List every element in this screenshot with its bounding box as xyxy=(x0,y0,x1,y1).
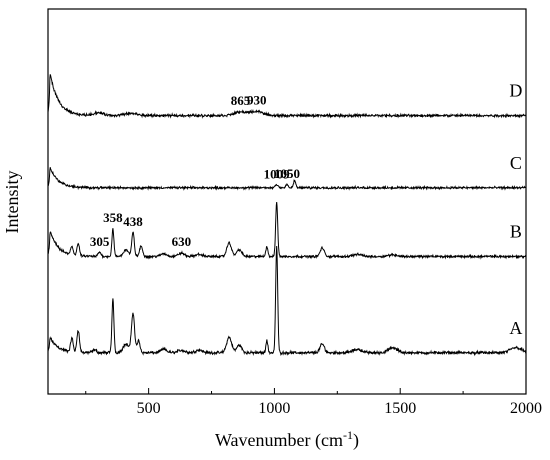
peak-annotation: 930 xyxy=(247,93,267,108)
peak-annotation: 630 xyxy=(172,234,192,249)
x-axis-label: Wavenumber (cm-1) xyxy=(215,428,359,451)
x-tick-label: 2000 xyxy=(510,400,542,417)
peak-annotation: 865 xyxy=(231,93,251,108)
x-tick-label: 1500 xyxy=(384,400,416,417)
x-tick-label: 500 xyxy=(137,400,161,417)
spectrum-line-a xyxy=(47,246,527,357)
y-axis-label: Intensity xyxy=(2,171,22,234)
series-label-d: D xyxy=(509,81,522,101)
series-label-b: B xyxy=(510,222,522,242)
x-axis-label-main: Wavenumber (cm xyxy=(215,430,343,451)
peak-annotation: 305 xyxy=(90,234,110,249)
series-label-a: A xyxy=(509,318,522,338)
peak-annotation: 438 xyxy=(123,214,143,229)
plot-frame xyxy=(47,8,527,395)
series-label-c: C xyxy=(510,153,522,173)
x-axis-label-end: ) xyxy=(353,430,359,451)
x-axis-ticks: 500 1000 1500 2000 xyxy=(85,388,542,417)
spectrum-line-d xyxy=(47,74,527,119)
peak-annotation: 1050 xyxy=(274,166,300,181)
spectra-group xyxy=(47,74,527,357)
x-tick-label: 1000 xyxy=(258,400,290,417)
peak-annotation: 1009 xyxy=(264,166,291,181)
spectrum-line-b xyxy=(47,201,527,260)
series-labels: A B C D xyxy=(509,81,522,338)
x-axis-label-sup: -1 xyxy=(343,428,353,442)
spectrum-line-c xyxy=(47,167,527,191)
peak-annotation: 358 xyxy=(103,210,123,225)
